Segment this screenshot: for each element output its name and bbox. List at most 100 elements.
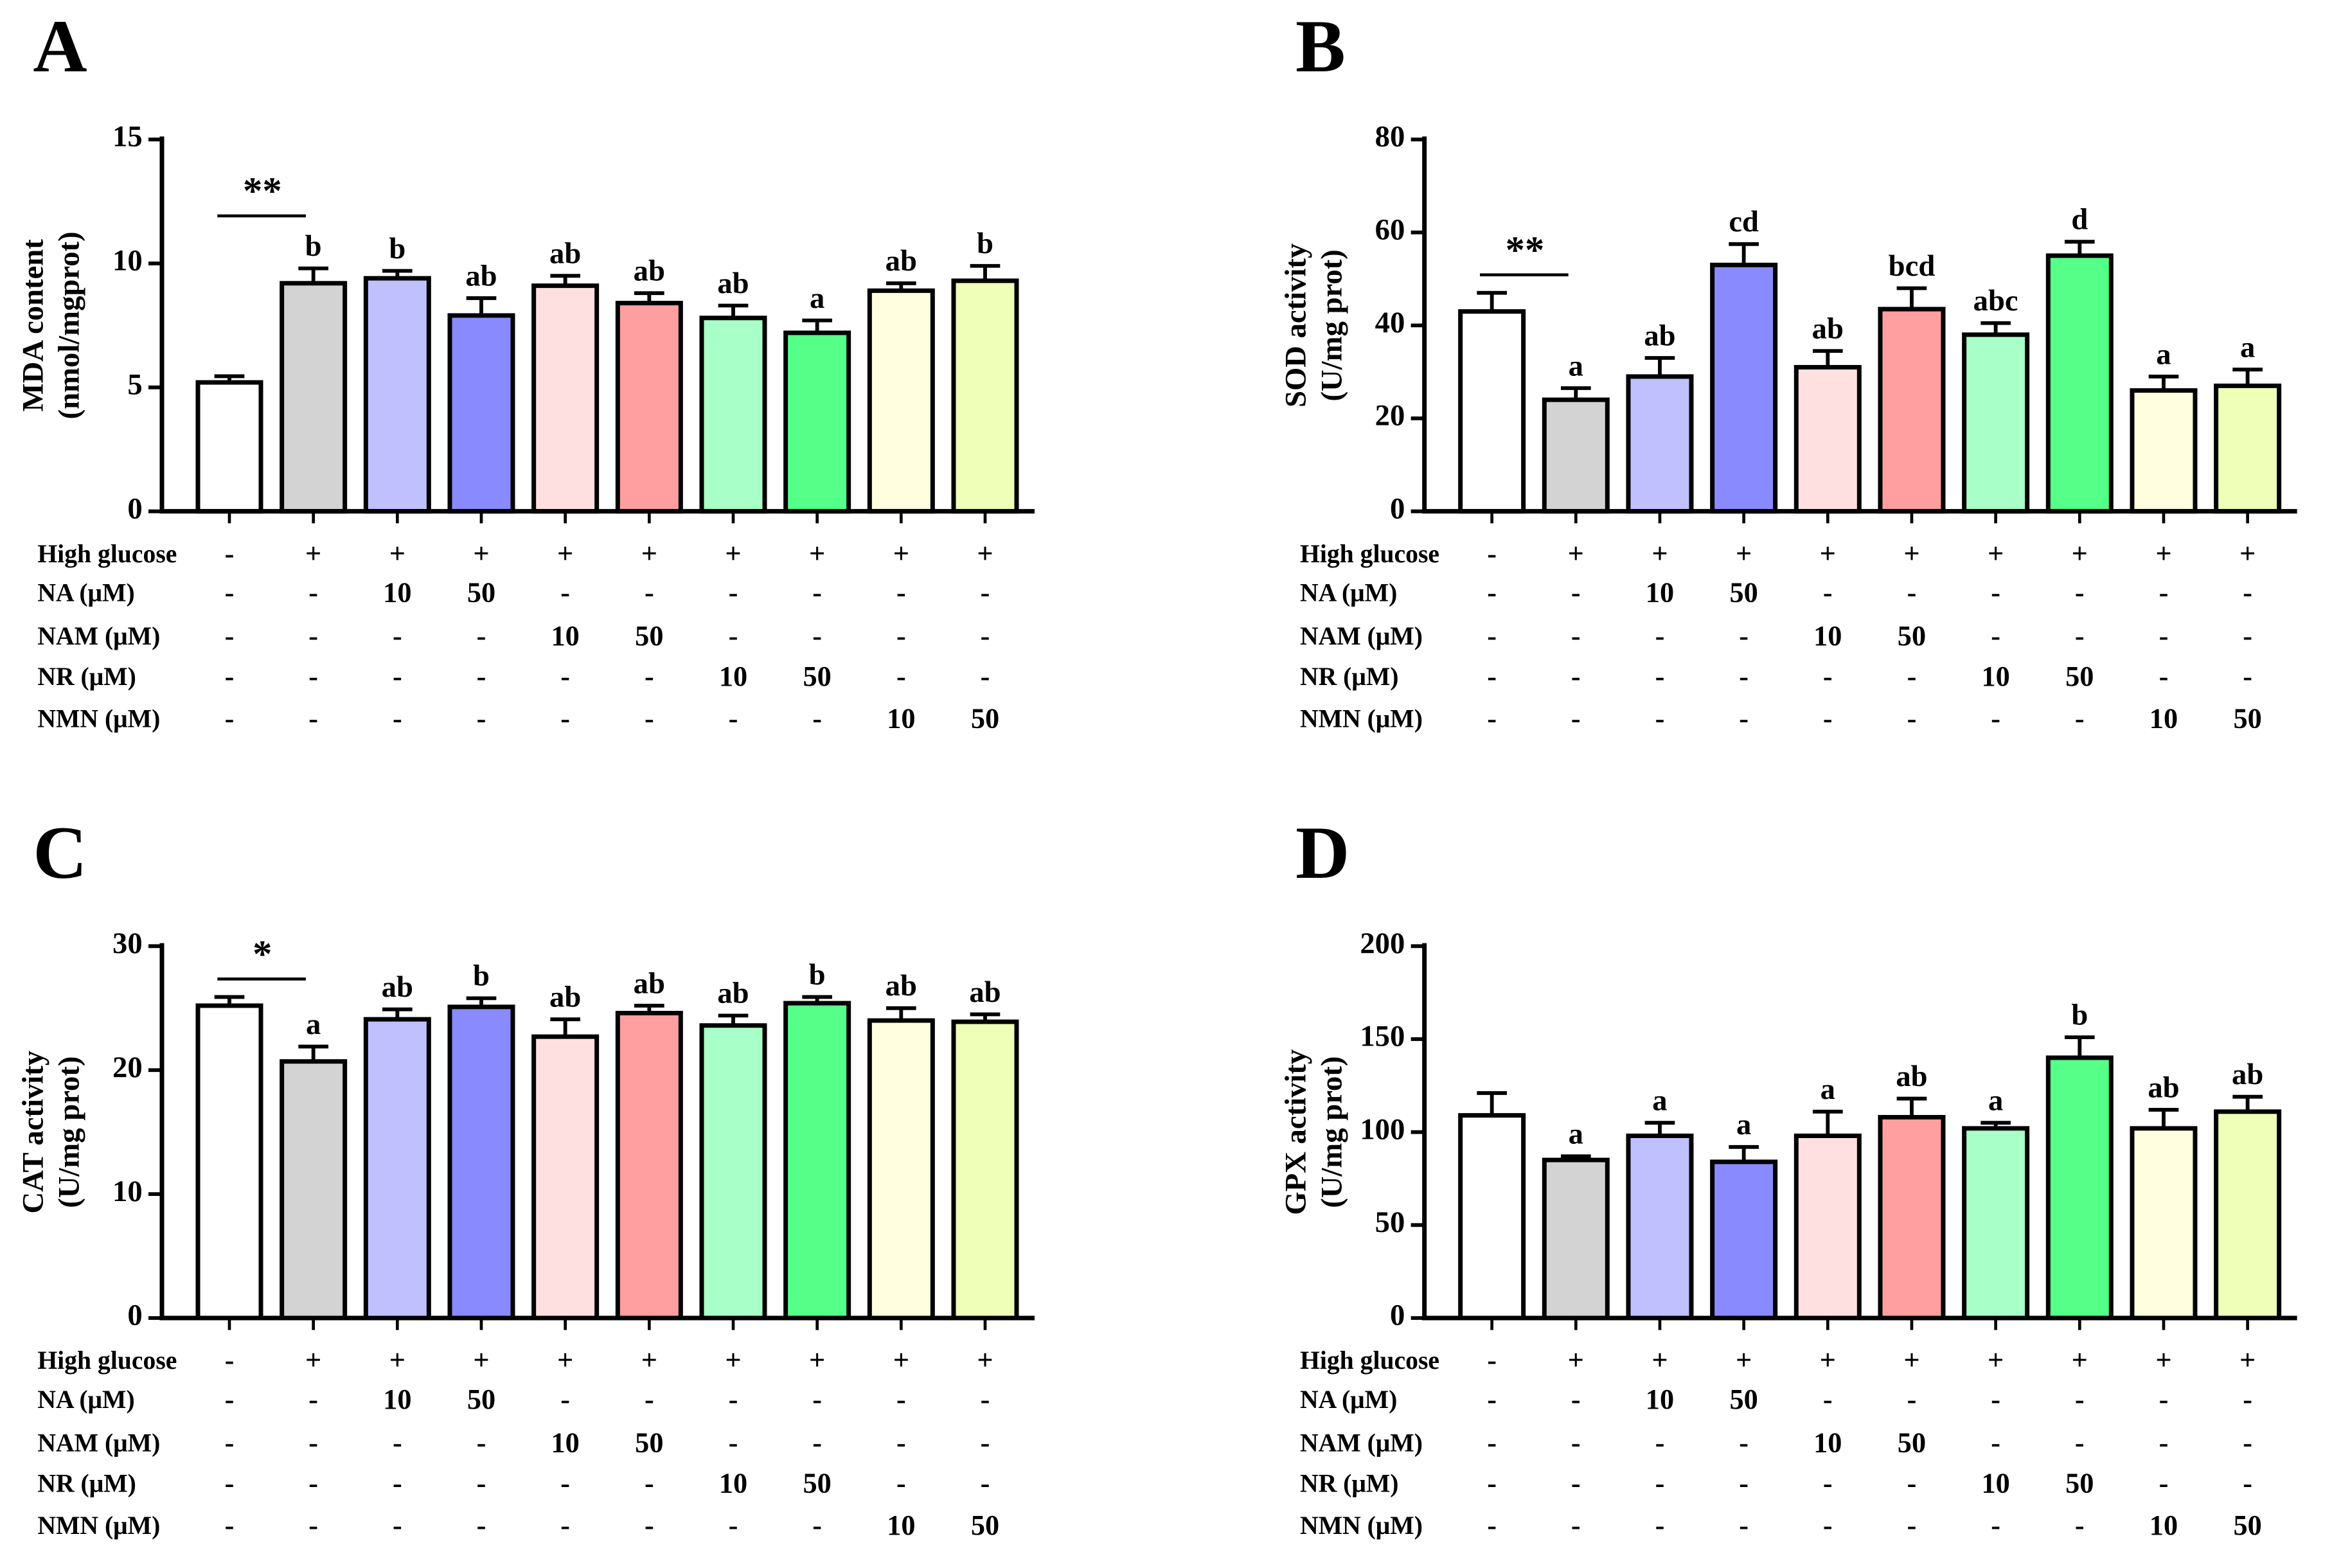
treatment-cell: + [1820, 537, 1836, 569]
axes [1422, 136, 2297, 514]
row-label: NAM (μM) [1300, 1429, 1423, 1457]
treatment-cell: - [1655, 702, 1665, 735]
bar [2130, 1126, 2198, 1321]
treatment-cell: 10 [2150, 1509, 2178, 1541]
treatment-cell: - [225, 537, 235, 569]
treatment-cell: 10 [719, 1467, 747, 1499]
bar [699, 1023, 767, 1321]
treatment-cell: - [1487, 1344, 1497, 1376]
treatment-cell: - [2075, 576, 2085, 609]
treatment-cell: - [1571, 1383, 1581, 1415]
treatment-cell: 10 [2150, 702, 2178, 735]
y-tick-label: 30 [112, 927, 143, 960]
row-label: NAM (μM) [37, 622, 160, 650]
treatment-cell: - [477, 660, 486, 692]
treatment-cell: - [1571, 1509, 1581, 1541]
error-bar [802, 318, 832, 333]
treatment-cell: - [2159, 619, 2169, 652]
treatment-cell: - [308, 1509, 318, 1541]
y-tick-label: 10 [112, 244, 143, 278]
row-label: High glucose [1300, 1346, 1439, 1375]
treatment-cell: - [1739, 702, 1749, 735]
y-tick-label: 10 [112, 1175, 143, 1208]
treatment-cell: - [1487, 537, 1497, 569]
y-tick-label: 80 [1375, 120, 1405, 154]
treatment-cell: - [1739, 1427, 1749, 1459]
treatment-cell: - [477, 619, 486, 652]
treatment-cell: 10 [1981, 660, 2009, 692]
error-bar [1896, 286, 1927, 310]
bar [195, 380, 263, 514]
treatment-cell: - [812, 1509, 822, 1541]
significance-letter: a [1569, 349, 1583, 382]
bar [2130, 388, 2198, 514]
treatment-cell: - [896, 1427, 906, 1459]
treatment-cell: - [812, 576, 822, 609]
error-bar [1981, 1121, 2011, 1128]
treatment-cell: - [225, 1427, 235, 1459]
treatment-cell: + [1903, 1344, 1919, 1376]
bar [867, 288, 935, 514]
bar [280, 1059, 348, 1321]
treatment-cell: - [308, 1467, 318, 1499]
treatment-cell: + [389, 1344, 405, 1376]
treatment-cell: - [308, 1427, 318, 1459]
error-bar [382, 1007, 413, 1020]
bar [1962, 332, 2030, 514]
row-label: NMN (μM) [1300, 1511, 1423, 1540]
y-axis-label: GPX activity [1279, 1049, 1312, 1215]
treatment-cell: - [981, 660, 990, 692]
treatment-cell: 10 [551, 619, 579, 652]
panel-letter: C [33, 812, 87, 895]
error-bar [214, 374, 245, 383]
significance-letter: ab [886, 969, 917, 1002]
treatment-cell: - [2243, 619, 2252, 652]
bar [1626, 374, 1694, 514]
error-bar [1477, 290, 1507, 312]
significance-letter: b [305, 229, 322, 263]
treatment-cell: - [560, 1467, 570, 1499]
treatment-cell: - [1823, 576, 1833, 609]
treatment-cell: - [308, 576, 318, 609]
treatment-cell: - [896, 1383, 906, 1415]
significance-letter: ab [717, 267, 749, 300]
treatment-cell: + [1736, 1344, 1752, 1376]
y-tick-label: 0 [127, 492, 142, 525]
bar [1962, 1126, 2030, 1321]
significance-letter: bcd [1889, 249, 1936, 283]
treatment-cell: - [812, 619, 822, 652]
error-bar [2232, 368, 2263, 386]
bar [1458, 309, 1526, 514]
treatment-cell: 50 [2065, 660, 2094, 692]
significance-letter: ab [717, 977, 749, 1010]
significance-letter: cd [1729, 205, 1759, 238]
treatment-cell: - [393, 1467, 402, 1499]
treatment-cell: - [981, 1467, 990, 1499]
row-label: NR (μM) [1300, 663, 1399, 691]
treatment-cell: - [393, 1509, 402, 1541]
significance-letter: ab [382, 970, 413, 1004]
treatment-cell: - [1823, 702, 1833, 735]
treatment-cell: - [645, 1383, 654, 1415]
treatment-cell: + [809, 1344, 825, 1376]
treatment-cell: 50 [971, 702, 999, 735]
treatment-cell: - [729, 619, 738, 652]
significance-letter: a [2240, 330, 2255, 364]
error-bar [1560, 1154, 1591, 1161]
treatment-cell: - [477, 1467, 486, 1499]
error-bar [634, 1004, 664, 1013]
treatment-cell: - [1907, 1383, 1917, 1415]
axes [159, 136, 1035, 514]
bar [531, 1034, 600, 1321]
significance-letter: a [2156, 337, 2171, 371]
treatment-cell: - [308, 619, 318, 652]
treatment-cell: - [1823, 1509, 1833, 1541]
treatment-cell: - [1739, 1467, 1749, 1499]
treatment-cell: - [393, 702, 402, 735]
significance-letter: ab [969, 976, 1001, 1009]
treatment-cell: + [977, 1344, 993, 1376]
bar [1710, 1159, 1778, 1321]
treatment-cell: - [981, 619, 990, 652]
treatment-cell: - [1571, 702, 1581, 735]
treatment-cell: - [2075, 619, 2085, 652]
